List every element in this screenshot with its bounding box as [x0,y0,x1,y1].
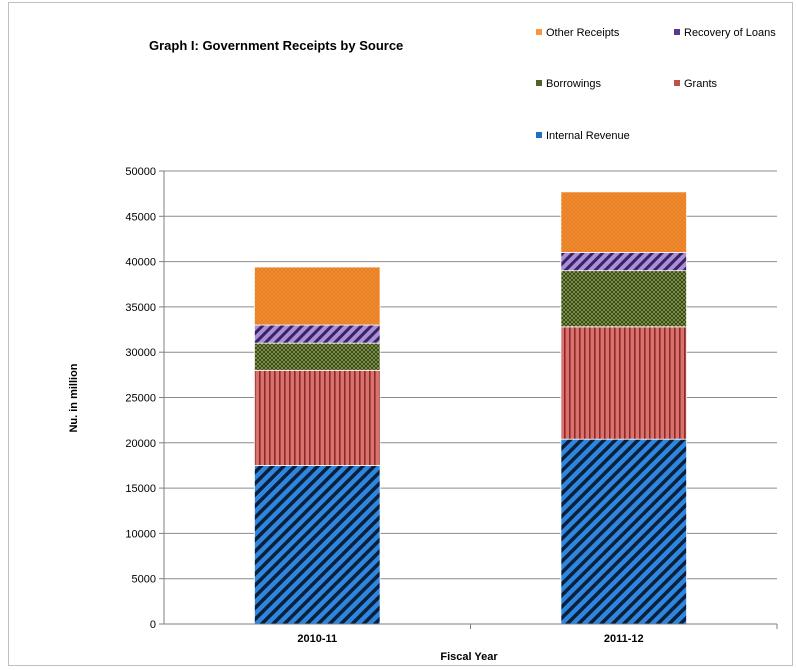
bar-other-receipts-2011-12 [560,191,687,253]
bar-grants-2010-11 [254,369,381,466]
y-tick-label: 15000 [125,483,156,495]
chart-frame: Graph I: Government Receipts by Source I… [8,2,793,666]
bar-other-receipts-2010-11 [254,266,381,326]
y-tick-label: 35000 [125,302,156,314]
y-tick-label: 10000 [125,528,156,540]
bar-borrowings-2010-11 [254,342,381,371]
legend-label: Other Receipts [546,27,620,39]
legend-swatch [536,80,542,86]
legend-label: Borrowings [546,78,602,90]
bar-recovery-of-loans-2011-12 [560,252,687,272]
legend-swatch [536,29,542,35]
y-axis-title: Nu. in million [68,363,80,432]
bars [254,191,687,625]
y-axis-ticks: 0 5000 10000 15000 20000 25000 30000 35000 40000… [125,166,164,631]
legend-label: Internal Revenue [546,130,630,142]
legend-item-other-receipts: Other Receipts [536,27,620,39]
chart-title: Graph I: Government Receipts by Source [149,38,403,53]
bar-internal-revenue-2011-12 [560,438,687,625]
y-tick-label: 5000 [132,574,156,586]
legend-item-recovery-of-loans: Recovery of Loans [674,27,776,39]
y-tick-label: 40000 [125,257,156,269]
legend-label: Grants [684,78,718,90]
chart-svg: Graph I: Government Receipts by Source I… [68,27,778,663]
bar-internal-revenue-2010-11 [254,465,381,625]
x-axis-ticks: 2010-11 2011-12 [297,624,778,645]
legend-swatch [674,29,680,35]
x-axis-title: Fiscal Year [440,651,498,663]
legend: Internal Revenue Grants Borrowings Recovery… [536,27,776,142]
y-tick-label: 0 [150,619,156,631]
legend-label: Recovery of Loans [684,27,776,39]
y-tick-label: 45000 [125,211,156,223]
x-tick-label: 2011-12 [604,633,644,645]
y-tick-label: 25000 [125,393,156,405]
legend-swatch [536,132,542,138]
bar-grants-2011-12 [560,326,687,440]
bar-recovery-of-loans-2010-11 [254,324,381,344]
y-tick-label: 30000 [125,347,156,359]
y-tick-label: 50000 [125,166,156,178]
legend-item-grants: Grants [674,78,718,90]
legend-item-internal-revenue: Internal Revenue [536,130,630,142]
legend-item-borrowings: Borrowings [536,78,602,90]
legend-swatch [674,80,680,86]
x-tick-label: 2010-11 [297,633,337,645]
bar-borrowings-2011-12 [560,270,687,328]
y-tick-label: 20000 [125,438,156,450]
